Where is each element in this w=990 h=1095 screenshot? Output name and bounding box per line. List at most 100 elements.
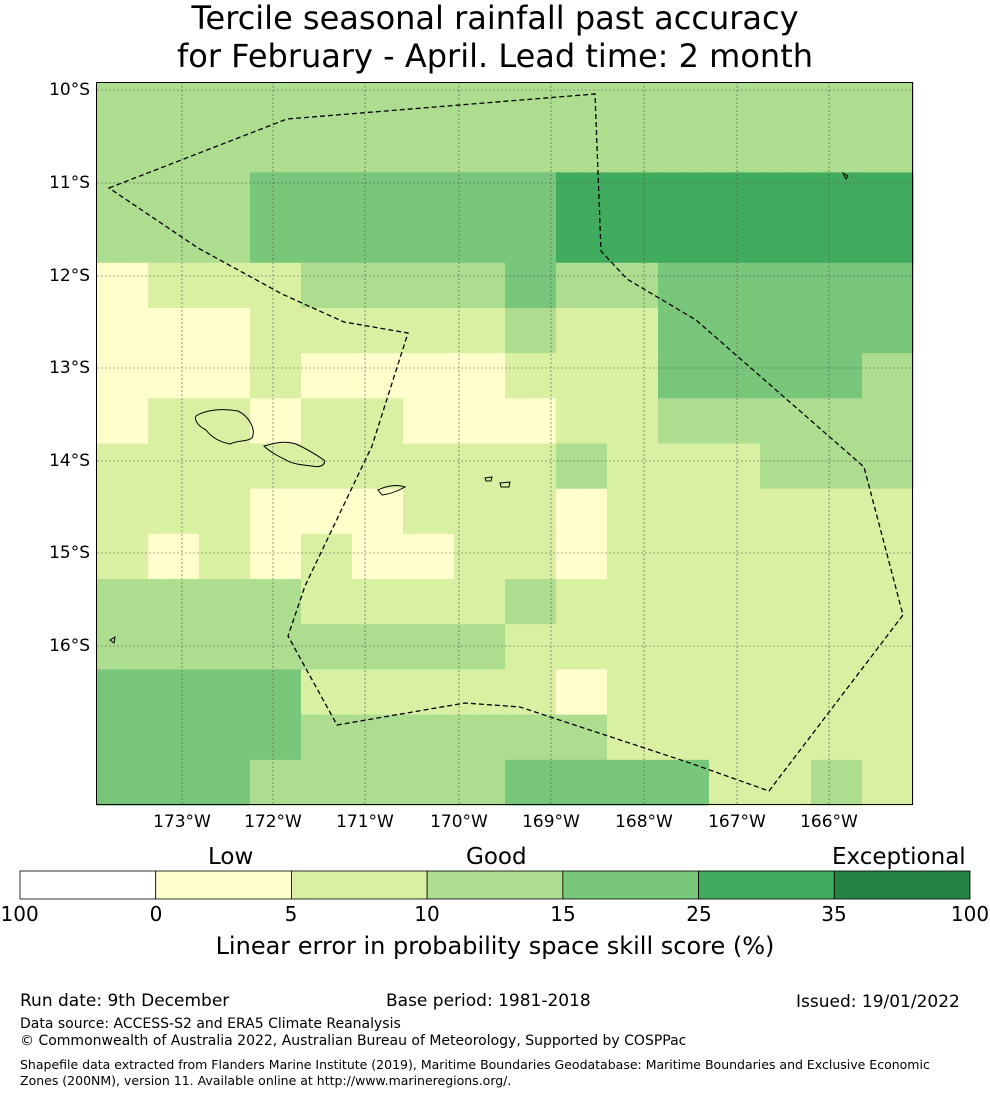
map-cell	[862, 488, 889, 535]
map-cell	[811, 579, 838, 625]
map-cell	[709, 82, 736, 128]
map-cell	[250, 82, 277, 128]
map-cell	[505, 307, 532, 354]
map-cell	[326, 443, 353, 490]
map-cell	[479, 398, 506, 445]
map-cell	[683, 172, 710, 219]
map-cell	[479, 714, 506, 761]
map-cell	[862, 443, 889, 490]
map-cell	[658, 579, 685, 625]
map-cell	[326, 579, 353, 625]
map-cell	[581, 533, 608, 580]
map-cell	[250, 127, 277, 173]
map-cell	[683, 533, 710, 580]
map-cell	[275, 714, 302, 761]
map-cell	[709, 759, 736, 806]
map-cell	[250, 398, 277, 445]
map-cell	[632, 488, 659, 535]
map-cell	[250, 759, 277, 806]
map-cell	[377, 82, 404, 128]
map-cell	[683, 398, 710, 445]
map-cell	[862, 82, 889, 128]
map-cell	[122, 127, 149, 173]
map-cell	[709, 353, 736, 399]
map-cell	[224, 488, 251, 535]
map-cell	[760, 533, 787, 580]
map-cell	[709, 669, 736, 716]
map-cell	[658, 714, 685, 761]
map-cell	[326, 624, 353, 671]
map-cell	[734, 172, 761, 219]
map-cell	[199, 82, 226, 128]
map-cell	[301, 533, 328, 580]
map-cell	[250, 443, 277, 490]
map-cell	[275, 82, 302, 128]
map-cell	[377, 217, 404, 264]
map-cell	[632, 307, 659, 354]
map-cell	[683, 262, 710, 309]
colorbar-category-low: Low	[208, 844, 254, 870]
lat-label-10s: 10°S	[49, 80, 90, 100]
map-cell	[836, 533, 863, 580]
map-cell	[403, 669, 430, 716]
map-cell	[760, 82, 787, 128]
map-cell	[275, 488, 302, 535]
map-cell	[250, 533, 277, 580]
map-cell	[505, 217, 532, 264]
map-cell	[250, 353, 277, 399]
map-cell	[530, 443, 557, 490]
map-cell	[148, 262, 175, 309]
map-cell	[326, 533, 353, 580]
map-cell	[505, 488, 532, 535]
map-cell	[632, 262, 659, 309]
map-cell	[683, 82, 710, 128]
map-cell	[556, 307, 583, 354]
map-cell	[454, 262, 481, 309]
eez-boundary	[107, 93, 904, 792]
map-cell	[377, 759, 404, 806]
map-cell	[836, 307, 863, 354]
map-cell	[887, 307, 914, 354]
map-cell	[479, 307, 506, 354]
map-cell	[683, 759, 710, 806]
map-cell	[887, 759, 914, 806]
map-cell	[683, 669, 710, 716]
map-cell	[403, 172, 430, 219]
map-cell	[607, 217, 634, 264]
map-cell	[734, 714, 761, 761]
colorbar-tick: 35	[821, 902, 847, 926]
map-cell	[403, 624, 430, 671]
map-cell	[862, 759, 889, 806]
map-cell	[811, 714, 838, 761]
map-cell	[734, 127, 761, 173]
map-cell	[122, 759, 149, 806]
map-cell	[173, 262, 200, 309]
map-cell	[326, 714, 353, 761]
map-cell	[530, 714, 557, 761]
map-cell	[97, 262, 124, 309]
map-cell	[301, 172, 328, 219]
map-cell	[530, 127, 557, 173]
map-cell	[734, 759, 761, 806]
map-cell	[581, 82, 608, 128]
map-cell	[709, 172, 736, 219]
map-cell	[326, 82, 353, 128]
map-cell	[658, 82, 685, 128]
map-cell	[530, 262, 557, 309]
map-cell	[709, 533, 736, 580]
map-cell	[479, 353, 506, 399]
map-cell	[122, 82, 149, 128]
map-cell	[734, 624, 761, 671]
map-cell	[760, 579, 787, 625]
map-cell	[658, 669, 685, 716]
map-cell	[199, 398, 226, 445]
colorbar-tick: 100	[950, 902, 990, 926]
map-cell	[607, 759, 634, 806]
map-cell	[479, 82, 506, 128]
map-cell	[250, 172, 277, 219]
map-cell	[811, 217, 838, 264]
map-cell	[148, 669, 175, 716]
map-cell	[836, 579, 863, 625]
map-cell	[658, 127, 685, 173]
map-cell	[275, 443, 302, 490]
